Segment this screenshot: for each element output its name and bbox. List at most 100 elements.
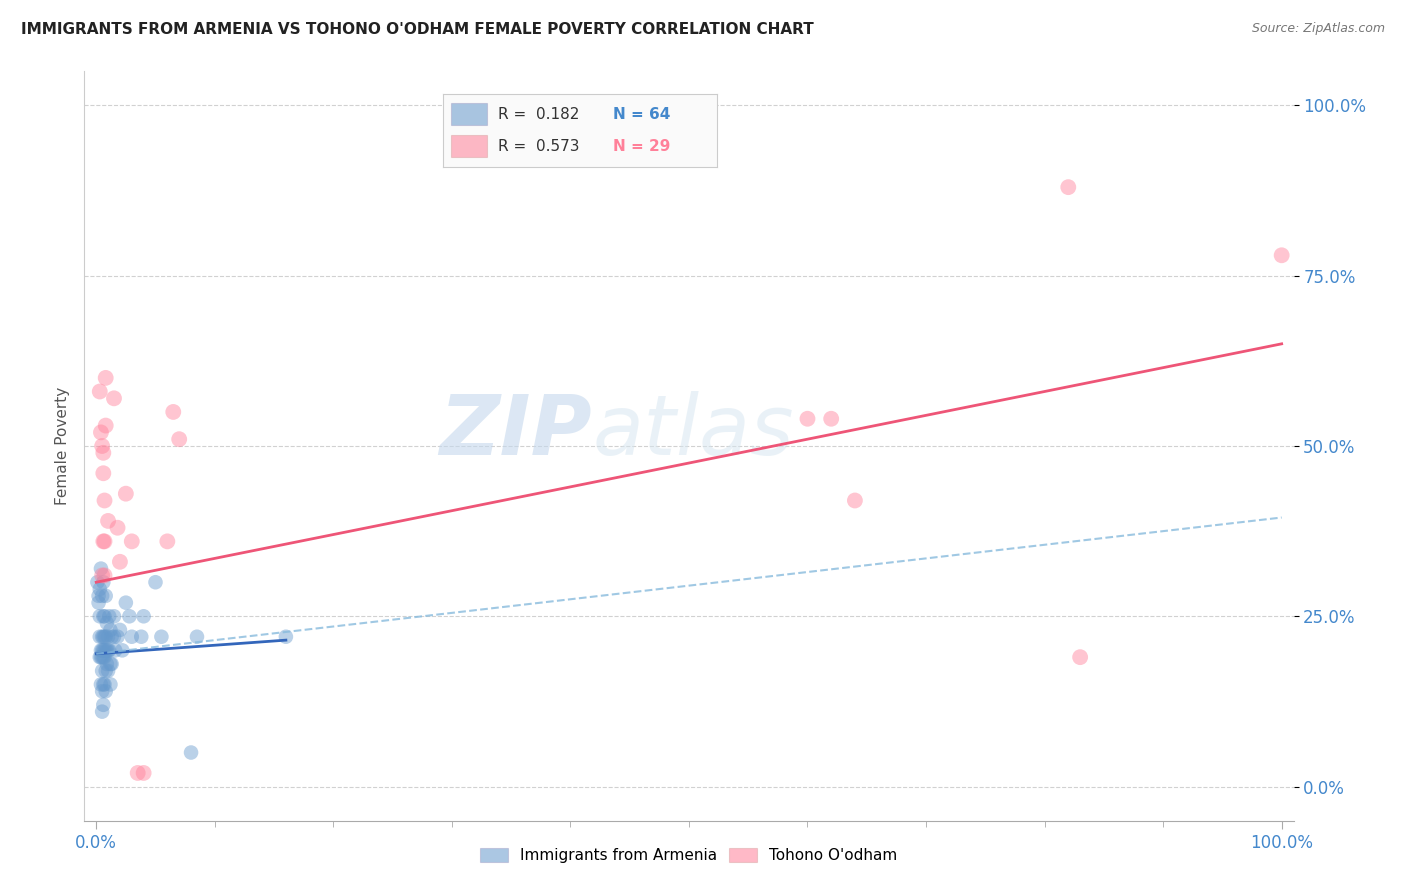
- Point: [90, 425, 112, 440]
- Point: [100, 677, 122, 691]
- Point: [97, 630, 120, 644]
- Point: [115, 596, 138, 610]
- Text: N = 29: N = 29: [613, 139, 671, 153]
- Point: [91, 630, 114, 644]
- Point: [107, 521, 129, 535]
- Point: [132, 766, 155, 780]
- Point: [162, 405, 184, 419]
- Point: [91, 609, 114, 624]
- Point: [1271, 248, 1294, 262]
- Bar: [451, 136, 486, 157]
- Point: [91, 467, 114, 481]
- Point: [129, 630, 152, 644]
- Point: [90, 650, 112, 665]
- Point: [91, 568, 114, 582]
- Point: [103, 630, 125, 644]
- Point: [167, 432, 190, 446]
- Point: [107, 630, 129, 644]
- Point: [97, 643, 120, 657]
- Point: [97, 514, 120, 528]
- Point: [100, 657, 122, 671]
- Legend: Immigrants from Armenia, Tohono O'odham: Immigrants from Armenia, Tohono O'odham: [474, 842, 904, 869]
- Text: ZIP: ZIP: [440, 391, 592, 472]
- Text: N = 64: N = 64: [613, 107, 671, 121]
- Point: [156, 534, 179, 549]
- Point: [127, 766, 149, 780]
- Point: [86, 575, 108, 590]
- Point: [94, 630, 117, 644]
- Point: [97, 664, 120, 678]
- Point: [145, 575, 167, 590]
- Point: [94, 664, 117, 678]
- Point: [100, 630, 122, 644]
- Point: [93, 609, 115, 624]
- Point: [91, 650, 114, 665]
- Point: [104, 643, 127, 657]
- Point: [132, 609, 155, 624]
- Point: [108, 623, 131, 637]
- Point: [180, 746, 202, 760]
- Text: R =  0.182: R = 0.182: [498, 107, 579, 121]
- Point: [91, 705, 114, 719]
- Point: [844, 493, 866, 508]
- Point: [89, 582, 111, 596]
- Point: [103, 609, 125, 624]
- Point: [103, 392, 125, 406]
- Point: [91, 575, 114, 590]
- Point: [91, 643, 114, 657]
- Point: [96, 657, 118, 671]
- Point: [111, 643, 134, 657]
- Point: [118, 609, 141, 624]
- Text: Source: ZipAtlas.com: Source: ZipAtlas.com: [1251, 22, 1385, 36]
- Point: [89, 384, 111, 399]
- Y-axis label: Female Poverty: Female Poverty: [55, 387, 70, 505]
- Point: [90, 561, 112, 575]
- Point: [820, 411, 842, 425]
- Point: [93, 677, 115, 691]
- Point: [274, 630, 297, 644]
- Point: [87, 589, 110, 603]
- Point: [96, 616, 118, 631]
- Point: [93, 493, 115, 508]
- Point: [91, 664, 114, 678]
- Point: [94, 684, 117, 698]
- Point: [94, 371, 117, 385]
- Point: [115, 486, 138, 500]
- Text: IMMIGRANTS FROM ARMENIA VS TOHONO O'ODHAM FEMALE POVERTY CORRELATION CHART: IMMIGRANTS FROM ARMENIA VS TOHONO O'ODHA…: [21, 22, 814, 37]
- Point: [796, 411, 818, 425]
- Point: [121, 534, 143, 549]
- Point: [90, 643, 112, 657]
- Point: [108, 555, 131, 569]
- Point: [91, 698, 114, 712]
- Point: [90, 677, 112, 691]
- Point: [91, 650, 114, 665]
- Point: [94, 589, 117, 603]
- Point: [89, 650, 111, 665]
- Point: [87, 596, 110, 610]
- Text: R =  0.573: R = 0.573: [498, 139, 579, 153]
- Point: [91, 446, 114, 460]
- Point: [94, 418, 117, 433]
- Point: [93, 568, 115, 582]
- Point: [94, 643, 117, 657]
- Point: [93, 534, 115, 549]
- Point: [93, 643, 115, 657]
- Point: [100, 657, 122, 671]
- Point: [98, 609, 121, 624]
- Point: [150, 630, 173, 644]
- Point: [98, 643, 121, 657]
- Point: [93, 630, 115, 644]
- Point: [89, 630, 111, 644]
- Bar: [451, 103, 486, 125]
- Point: [89, 609, 111, 624]
- Point: [91, 534, 114, 549]
- Point: [121, 630, 143, 644]
- Point: [91, 643, 114, 657]
- Point: [186, 630, 208, 644]
- Point: [91, 677, 114, 691]
- Point: [91, 439, 114, 453]
- Text: atlas: atlas: [592, 391, 794, 472]
- Point: [96, 643, 118, 657]
- Point: [93, 650, 115, 665]
- Point: [91, 684, 114, 698]
